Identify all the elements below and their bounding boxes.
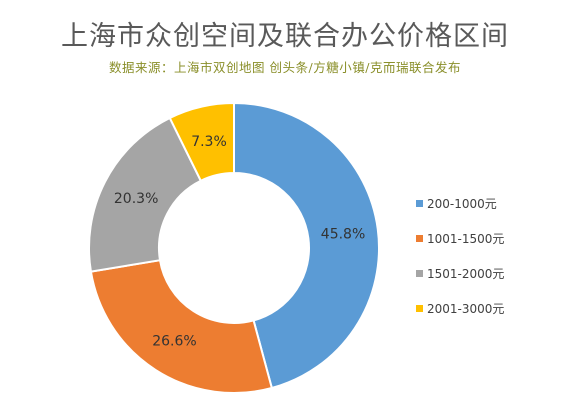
legend-label-4: 2001-3000元 bbox=[427, 302, 504, 316]
donut-slice-4 bbox=[168, 101, 235, 183]
legend-label-3: 1501-2000元 bbox=[427, 267, 504, 281]
donut-slice-2 bbox=[89, 259, 274, 394]
chart-title: 上海市众创空间及联合办公价格区间 bbox=[61, 21, 509, 52]
donut-slice-1 bbox=[233, 101, 380, 390]
chart-subtitle: 数据来源：上海市双创地图 创头条/方糖小镇/克而瑞联合发布 bbox=[109, 60, 461, 75]
slice-data-label-4: 7.3% bbox=[191, 134, 227, 150]
donut-slice-3 bbox=[88, 116, 203, 273]
slice-data-label-2: 26.6% bbox=[152, 334, 196, 350]
legend-swatch-1 bbox=[416, 200, 423, 207]
legend-label-1: 200-1000元 bbox=[427, 197, 497, 211]
legend-label-2: 1001-1500元 bbox=[427, 232, 504, 246]
legend-swatch-3 bbox=[416, 270, 423, 277]
slice-data-label-1: 45.8% bbox=[321, 227, 365, 243]
legend-swatch-2 bbox=[416, 235, 423, 242]
legend-swatch-4 bbox=[416, 305, 423, 312]
slice-data-label-3: 20.3% bbox=[114, 191, 158, 207]
